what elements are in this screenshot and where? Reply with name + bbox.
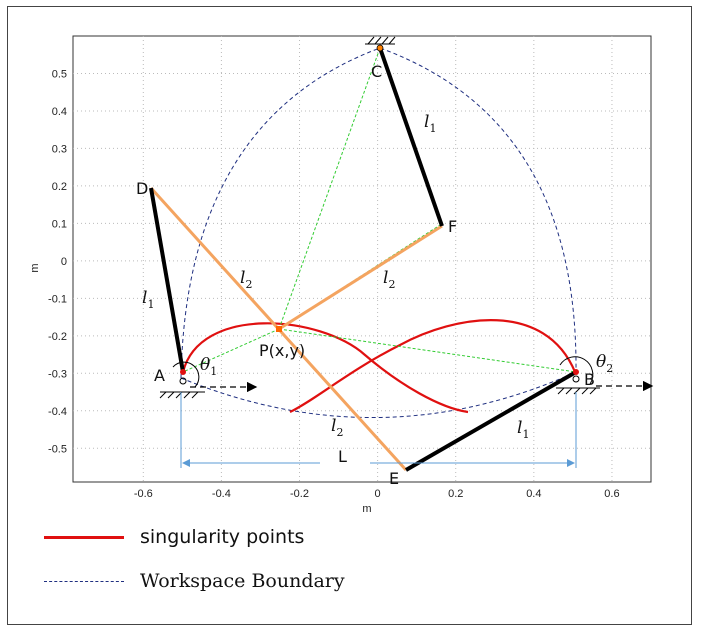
point-label-a: A [154, 366, 165, 385]
legend-swatch-workspace [44, 580, 124, 582]
plot-area [72, 35, 652, 483]
point-label-c: C [371, 62, 382, 81]
y-tick-label: 0.4 [52, 106, 67, 118]
link-label-l1-d: l1 [142, 288, 154, 311]
x-tick-label: 0.2 [448, 488, 463, 500]
x-tick-label: 0 [375, 488, 381, 500]
point-label-e: E [389, 469, 399, 488]
dimension-label-l: L [338, 447, 347, 466]
y-tick-labels: 0.5 0.4 0.3 0.2 0.1 0 -0.1 -0.2 -0.3 -0.4 -0.5 [48, 68, 67, 455]
legend-item-workspace: Workspace Boundary [44, 566, 345, 596]
joints [180, 44, 579, 375]
legend-label-workspace: Workspace Boundary [140, 570, 345, 592]
link-label-l2-e: l2 [331, 416, 343, 439]
ground-symbols [159, 36, 600, 399]
workspace-boundary-lower [180, 371, 577, 419]
x-tick-label: -0.4 [212, 488, 231, 500]
singularity-curve-right [289, 319, 577, 413]
link-label-l2-d: l2 [240, 268, 252, 291]
point-label-f: F [448, 217, 457, 236]
y-tick-label: 0.2 [52, 181, 67, 193]
proximal-links [149, 47, 577, 472]
y-tick-label: -0.3 [48, 368, 67, 380]
dimension-L [180, 392, 577, 468]
y-axis-label: m [29, 263, 41, 272]
point-label-d: D [136, 179, 148, 198]
x-tick-labels: -0.6 -0.4 -0.2 0 0.2 0.4 0.6 [134, 488, 620, 500]
theta1-arc [172, 361, 200, 388]
workspace-boundary-upper [180, 47, 577, 379]
y-tick-label: 0 [61, 256, 67, 268]
link-label-l1-c: l1 [424, 112, 436, 135]
x-tick-label: -0.2 [290, 488, 309, 500]
y-tick-label: -0.1 [48, 293, 67, 305]
legend-label-singularity: singularity points [140, 526, 305, 548]
x-axis-label: m [362, 503, 371, 515]
y-tick-label: -0.2 [48, 331, 67, 343]
y-tick-label: 0.3 [52, 143, 67, 155]
y-tick-label: -0.4 [48, 406, 67, 418]
point-label-b: B [584, 370, 595, 389]
y-tick-label: 0.5 [52, 68, 67, 80]
x-tick-label: 0.6 [604, 488, 619, 500]
figure-frame [7, 6, 692, 625]
legend-swatch-singularity [44, 535, 124, 539]
x-tick-label: 0.4 [526, 488, 541, 500]
point-label-p: P(x,y) [259, 341, 305, 360]
y-tick-label: -0.5 [48, 443, 67, 455]
y-tick-label: 0.1 [52, 218, 67, 230]
x-tick-label: -0.6 [134, 488, 153, 500]
theta2-arc [559, 356, 594, 385]
angle-label-theta1: θ1 [200, 355, 217, 378]
legend: singularity points Workspace Boundary [44, 520, 464, 610]
singularity-curve-left [181, 322, 469, 414]
link-label-l2-f: l2 [383, 268, 395, 291]
legend-item-singularity: singularity points [44, 522, 304, 552]
link-label-l1-b: l1 [517, 418, 529, 441]
angle-label-theta2: θ2 [596, 352, 613, 375]
